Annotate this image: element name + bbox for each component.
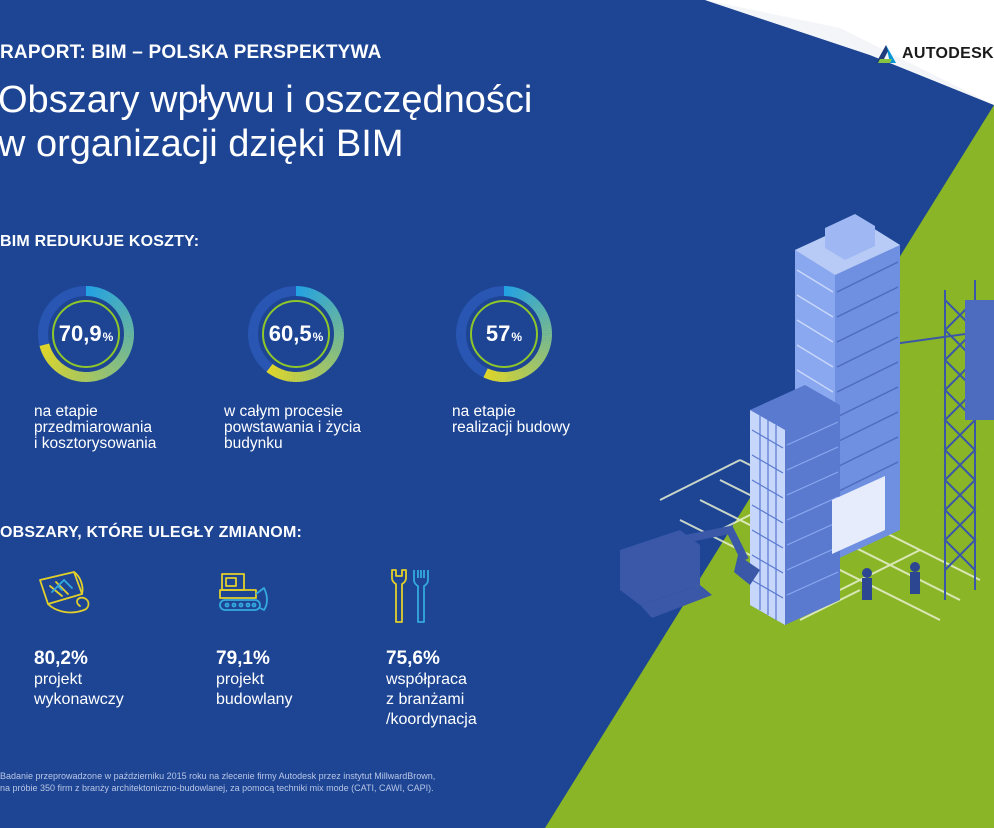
blueprint-icon: [39, 571, 90, 614]
footnote-line-2: na próbie 350 firm z branży architektoni…: [0, 783, 434, 793]
area-item-2: 79,1% projekt budowlany: [216, 648, 376, 710]
cost-desc-2-line-3: budynku: [224, 435, 283, 452]
logo-text: AUTODESK: [902, 45, 994, 62]
ring-inner: [52, 300, 120, 368]
cost-desc-3-line-1: na etapie: [452, 403, 516, 420]
area-label-3-line-3: /koordynacja: [386, 711, 477, 728]
area-label-3-line-1: współpraca: [386, 671, 467, 688]
area-label-3-line-2: z branżami: [386, 691, 465, 708]
footnote-line-1: Badanie przeprowadzone w październiku 20…: [0, 771, 436, 781]
ring-progress-segment: [39, 343, 51, 350]
cost-desc-1-line-1: na etapie: [34, 403, 98, 420]
cost-desc-2: w całym procesie powstawania i życia bud…: [224, 404, 424, 452]
cost-desc-3: na etapie realizacji budowy: [452, 404, 652, 436]
cost-desc-1-line-2: przedmiarowania: [34, 419, 153, 436]
page-title: Obszary wpływu i oszczędności w organiza…: [0, 78, 598, 166]
area-item-1: 80,2% projekt wykonawczy: [34, 648, 194, 710]
report-kicker: RAPORT: BIM – POLSKA PERSPEKTYWA: [0, 42, 382, 63]
bulldozer-icon: [219, 573, 268, 611]
area-label-2-line-1: projekt: [216, 671, 265, 688]
cost-unit-1: %: [102, 330, 114, 344]
cost-unit-2: %: [312, 330, 324, 344]
footnote: Badanie przeprowadzone w październiku 20…: [0, 770, 520, 794]
cost-desc-1-line-3: i kosztorysowania: [34, 435, 157, 452]
progress-ring: [38, 285, 135, 383]
cost-ring-3: 57%: [452, 282, 556, 386]
cost-desc-3-line-2: realizacji budowy: [452, 419, 571, 436]
cost-desc-1: na etapie przedmiarowania i kosztorysowa…: [34, 404, 234, 452]
area-item-3: 75,6% współpraca z branżami /koordynacja: [386, 648, 546, 730]
areas-heading: OBSZARY, KTÓRE ULEGŁY ZMIANOM:: [0, 524, 302, 541]
progress-ring: [456, 286, 552, 383]
ring-inner: [262, 300, 330, 368]
area-label-1-line-1: projekt: [34, 671, 83, 688]
cost-desc-2-line-2: powstawania i życia: [224, 419, 361, 436]
ring-inner: [470, 300, 538, 368]
wrench-fork-icon: [391, 569, 429, 623]
area-value-3: 75,6%: [386, 648, 440, 669]
cost-value-1: 70,9: [58, 321, 102, 346]
crane-cab: [965, 300, 994, 420]
area-label-2-line-2: budowlany: [216, 691, 293, 708]
construction-illustration: [620, 214, 994, 625]
autodesk-logo-icon: [876, 45, 896, 63]
cost-value-3: 57: [485, 321, 511, 346]
ring-progress-segment: [483, 368, 490, 379]
area-label-1-line-2: wykonawczy: [34, 691, 124, 708]
area-value-2: 79,1%: [216, 648, 270, 669]
cost-ring-1: 70,9%: [34, 282, 138, 386]
costs-heading: BIM REDUKUJE KOSZTY:: [0, 233, 200, 250]
cost-desc-2-line-1: w całym procesie: [224, 403, 343, 420]
title-line-2: w organizacji dzięki BIM: [0, 123, 404, 165]
area-value-1: 80,2%: [34, 648, 88, 669]
cost-value-2: 60,5: [268, 321, 312, 346]
ring-progress-segment: [266, 363, 275, 374]
cost-ring-2: 60,5%: [244, 282, 348, 386]
title-line-1: Obszary wpływu i oszczędności: [0, 79, 533, 121]
autodesk-logo: AUTODESK: [876, 45, 994, 63]
cost-unit-3: %: [511, 330, 523, 344]
progress-ring: [248, 286, 344, 382]
